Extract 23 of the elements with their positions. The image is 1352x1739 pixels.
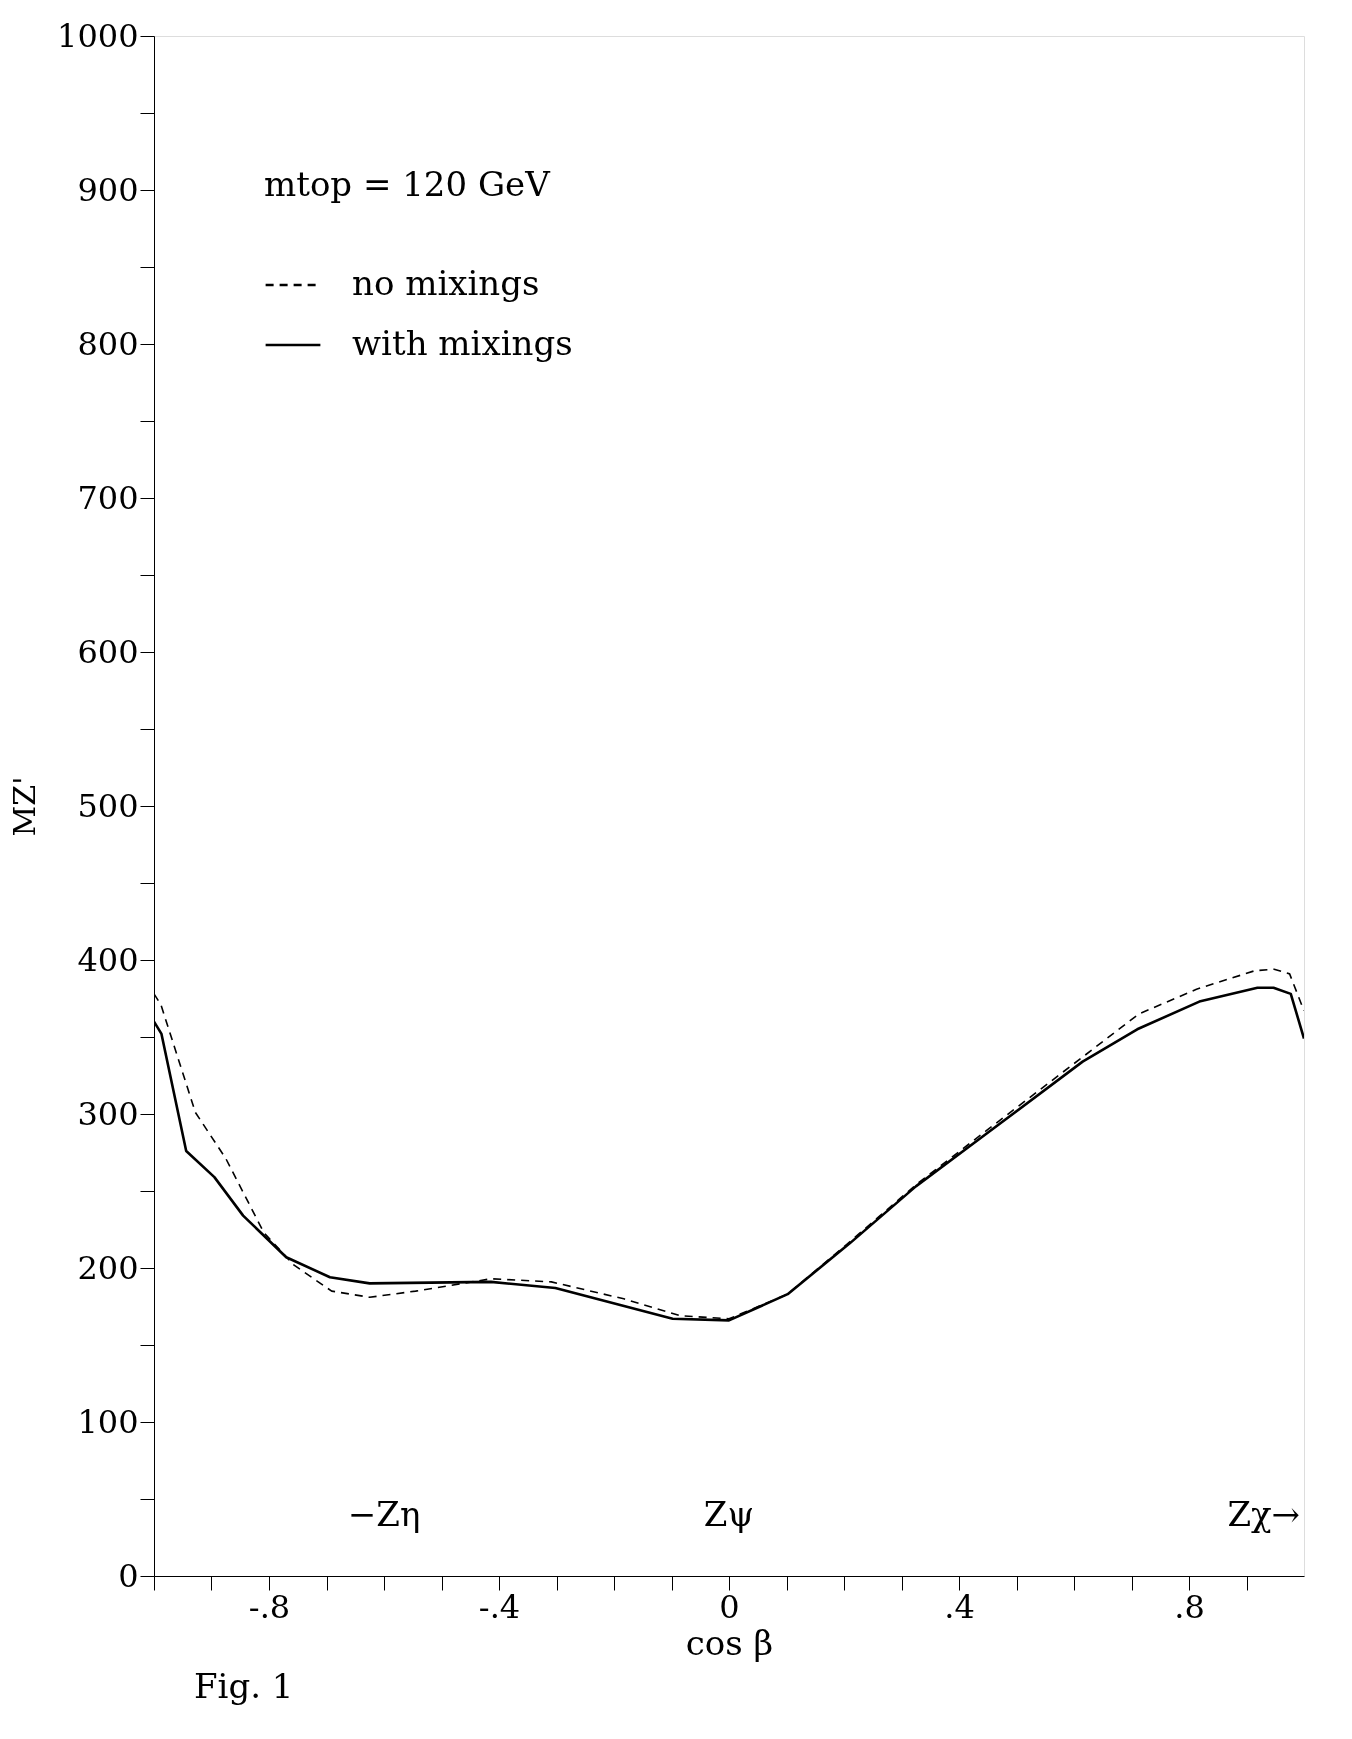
annotation: Zψ: [703, 1494, 755, 1534]
legend-label: with mixings: [352, 323, 573, 363]
x-tick-label: -.8: [248, 1587, 291, 1626]
legend-label: no mixings: [352, 263, 540, 303]
y-tick-label: 100: [77, 1402, 139, 1441]
caption: Fig. 1: [194, 1666, 294, 1706]
y-tick-label: 400: [77, 940, 139, 979]
y-tick-label: 200: [77, 1248, 139, 1287]
annotation: Zχ→: [1227, 1494, 1301, 1534]
x-tick-label: .8: [1174, 1587, 1205, 1626]
y-tick-label: 300: [77, 1094, 139, 1133]
y-tick-label: 500: [77, 786, 139, 825]
y-tick-label: 600: [77, 632, 139, 671]
y-tick-label: 0: [118, 1556, 139, 1595]
y-tick-label: 700: [77, 478, 139, 517]
y-tick-label: 800: [77, 324, 139, 363]
y-axis-title: MZ': [7, 776, 43, 837]
annotation: mtop = 120 GeV: [264, 164, 552, 204]
x-tick-label: .4: [944, 1587, 975, 1626]
y-tick-label: 900: [77, 170, 139, 209]
y-tick-label: 1000: [57, 16, 139, 55]
annotation: −Zη: [347, 1494, 421, 1534]
x-tick-label: -.4: [478, 1587, 521, 1626]
